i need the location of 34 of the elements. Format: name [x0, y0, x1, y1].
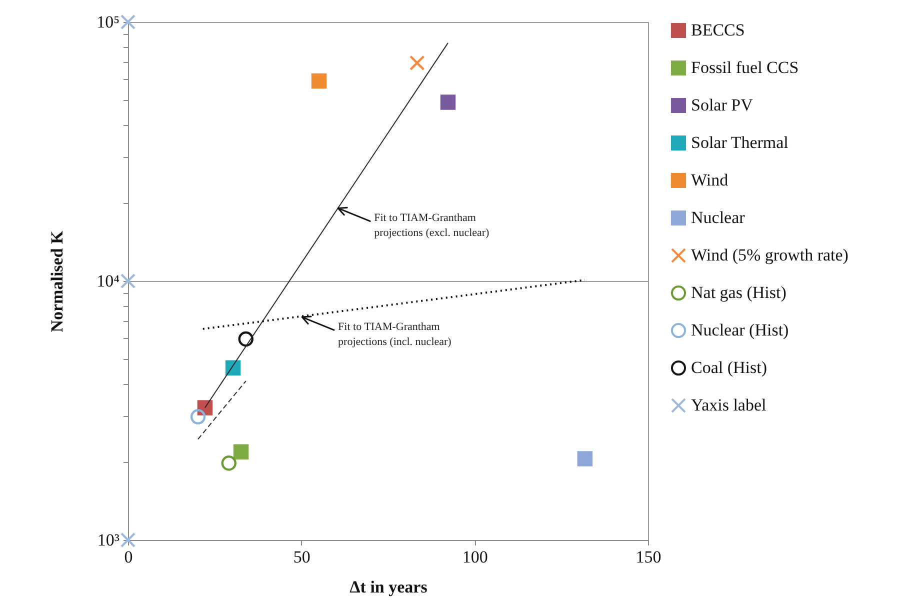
x-tick-label: 100 — [462, 548, 488, 566]
legend-label: Wind (5% growth rate) — [691, 246, 848, 264]
point — [440, 94, 456, 110]
point — [120, 14, 136, 30]
annotation: Fit to TIAM-Grantham projections (incl. nuclear) — [338, 321, 452, 348]
legend-label: Nuclear (Hist) — [691, 320, 789, 340]
point — [225, 360, 241, 376]
point — [238, 331, 254, 347]
point — [577, 451, 593, 466]
point — [233, 444, 249, 460]
legend-label: Coal (Hist) — [691, 358, 768, 377]
point — [120, 273, 136, 289]
x-tick-label: 150 — [636, 548, 662, 566]
legend-label: Nat gas (Hist) — [691, 283, 786, 302]
legend-label: Fossil fuel CCS — [691, 58, 799, 77]
y-tick-label: 10⁵ — [96, 12, 120, 32]
legend-label: Wind — [691, 170, 729, 190]
x-tick-label: 0 — [124, 548, 133, 566]
y-axis-title: Normalised K — [48, 230, 67, 332]
y-tick-label: 10⁴ — [96, 272, 120, 290]
y-tick-label: 10³ — [97, 530, 120, 550]
point — [120, 532, 136, 548]
x-axis-title: Δt in years — [350, 578, 428, 596]
point — [190, 409, 206, 424]
point — [311, 73, 327, 89]
annotation: Fit to TIAM-Grantham projections (excl. nuclear) — [374, 212, 490, 240]
x-tick-label: 50 — [293, 548, 310, 566]
legend-label: Yaxis label — [691, 396, 767, 414]
point — [221, 456, 236, 471]
legend-label: Nuclear — [691, 208, 746, 227]
legend-label: Solar Thermal — [691, 133, 789, 152]
legend-label: Solar PV — [691, 96, 754, 114]
point — [410, 55, 425, 71]
legend-label: BECCS — [691, 20, 745, 40]
